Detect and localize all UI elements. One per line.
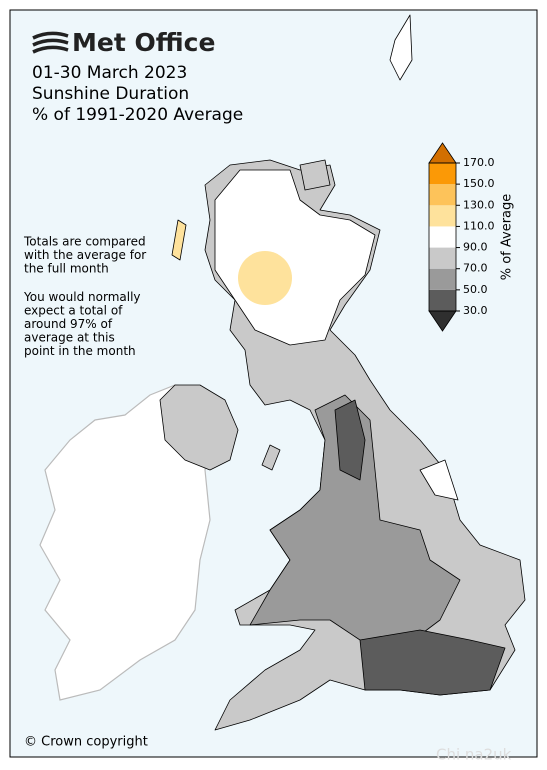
colorbar-tick-label: 50.0 — [463, 283, 488, 296]
note-line: around 97% of — [24, 317, 113, 331]
title-line: Sunshine Duration — [32, 84, 189, 104]
copyright: © Crown copyright — [24, 735, 148, 750]
northern-ireland — [159, 384, 239, 471]
pennines — [334, 399, 366, 481]
colorbar-bin — [429, 247, 456, 269]
logo-text: Met Office — [72, 28, 215, 57]
hebrides — [171, 219, 187, 261]
colorbar-bin — [429, 226, 456, 248]
title-line: % of 1991-2020 Average — [32, 105, 243, 125]
south-coast — [359, 629, 506, 696]
note-line: You would normally — [23, 290, 141, 304]
colorbar-bin — [429, 163, 456, 185]
note-line: average at this — [24, 331, 115, 345]
colorbar-tick-label: 130.0 — [463, 198, 495, 211]
colorbar-bin — [429, 205, 456, 227]
colorbar-bin — [429, 184, 456, 206]
colorbar-bin — [429, 268, 456, 290]
isle-of-man — [261, 444, 281, 471]
east-white — [419, 459, 459, 501]
colorbar-tick-label: 30.0 — [463, 304, 488, 317]
colorbar-tick-label: 170.0 — [463, 156, 495, 169]
note-line: Totals are compared — [23, 235, 146, 249]
note-line: with the average for — [24, 248, 146, 262]
legend: 30.0 50.0 70.0 90.0 110.0 130.0 150.0 170.0 % of… — [428, 142, 515, 332]
colorbar-tick-label: 150.0 — [463, 177, 495, 190]
colorbar-tick-label: 70.0 — [463, 262, 488, 275]
logo-mark — [32, 31, 69, 54]
yellow-area — [238, 251, 292, 305]
colorbar-frame — [428, 162, 457, 312]
shetland — [389, 14, 413, 81]
colorbar-tick-label: 110.0 — [463, 219, 495, 232]
note-line: the full month — [24, 262, 109, 276]
title-line: 01-30 March 2023 — [32, 63, 187, 83]
watermark: Chi na2uk — [436, 746, 512, 764]
note-line: point in the month — [24, 344, 136, 358]
note-line: expect a total of — [24, 304, 123, 318]
colorbar-tick-label: 90.0 — [463, 241, 488, 254]
orkney — [299, 159, 331, 191]
colorbar-label: % of Average — [500, 194, 515, 281]
colorbar-bin — [429, 289, 456, 311]
